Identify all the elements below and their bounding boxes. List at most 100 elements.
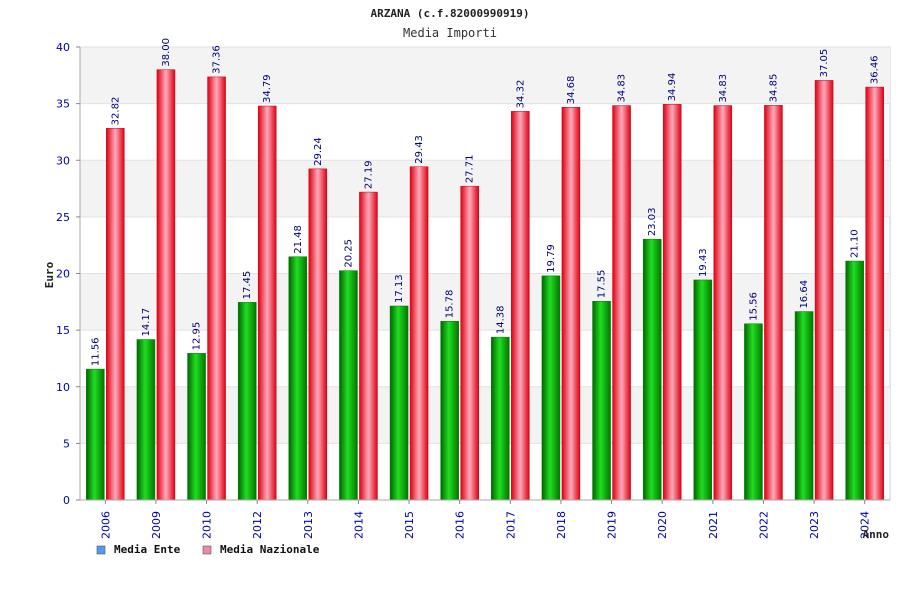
y-tick-label: 10 xyxy=(56,381,70,394)
x-tick-label: 2016 xyxy=(454,511,467,539)
data-label: 34.68 xyxy=(566,76,577,105)
x-tick-label: 2018 xyxy=(555,511,568,539)
bar-media-nazionale-2022 xyxy=(764,105,783,501)
value-labels: 11.56 32.82 14.17 38.00 12.95 37.36 17.45 34.79… xyxy=(90,38,880,366)
chart-title: ARZANA (c.f.82000990919) xyxy=(371,7,530,20)
bar-media-ente-2012 xyxy=(237,302,257,501)
bar-media-ente-2022 xyxy=(744,323,763,501)
bar-media-ente-2009 xyxy=(136,339,156,501)
bar-media-ente-2014 xyxy=(339,270,358,501)
data-label: 19.79 xyxy=(546,244,557,273)
data-label: 17.55 xyxy=(597,270,608,299)
data-label: 11.56 xyxy=(90,337,101,366)
bar-media-ente-2024 xyxy=(845,260,864,501)
x-tick-label: 2021 xyxy=(707,511,720,539)
data-label: 29.24 xyxy=(313,137,324,166)
data-label: 15.56 xyxy=(748,292,759,321)
bar-media-nazionale-2018 xyxy=(561,106,581,501)
bar-media-ente-2017 xyxy=(491,336,510,501)
bar-media-nazionale-2020 xyxy=(662,104,682,501)
data-label: 27.19 xyxy=(363,160,374,189)
data-label: 38.00 xyxy=(161,38,172,67)
bar-media-nazionale-2024 xyxy=(865,86,884,501)
bar-media-ente-2021 xyxy=(693,279,713,501)
bar-media-nazionale-2013 xyxy=(308,168,328,501)
bar-media-nazionale-2009 xyxy=(156,69,176,501)
bar-media-ente-2023 xyxy=(794,311,814,501)
bar-media-ente-2015 xyxy=(389,305,409,501)
data-label: 21.10 xyxy=(850,229,861,258)
data-label: 34.79 xyxy=(262,74,273,103)
data-label: 17.45 xyxy=(242,271,253,300)
data-label: 27.71 xyxy=(465,155,476,184)
x-tick-label: 2020 xyxy=(656,511,669,539)
y-tick-label: 5 xyxy=(63,437,70,450)
bar-media-nazionale-2014 xyxy=(359,191,378,501)
x-tick-label: 2006 xyxy=(99,511,112,539)
x-tick-label: 2019 xyxy=(606,511,619,539)
data-label: 20.25 xyxy=(343,239,354,268)
y-axis: 0 5 10 15 20 25 30 35 40 xyxy=(56,41,890,507)
y-tick-label: 25 xyxy=(56,211,70,224)
data-label: 29.43 xyxy=(414,135,425,164)
x-tick-label: 2009 xyxy=(150,511,163,539)
data-label: 15.78 xyxy=(445,290,456,319)
y-tick-label: 40 xyxy=(56,41,70,54)
x-axis: 2006 2009 2010 2012 2013 2014 2015 2016 2017 2018… xyxy=(99,500,872,539)
data-label: 37.05 xyxy=(819,49,830,78)
x-tick-label: 2022 xyxy=(757,511,770,539)
y-tick-label: 15 xyxy=(56,324,70,337)
x-tick-label: 2014 xyxy=(352,511,365,539)
chart-subtitle: Media Importi xyxy=(403,26,497,40)
x-tick-label: 2012 xyxy=(251,511,264,539)
y-tick-label: 0 xyxy=(63,494,70,507)
data-label: 34.85 xyxy=(768,74,779,103)
data-label: 16.64 xyxy=(799,280,810,309)
data-label: 37.36 xyxy=(212,45,223,74)
x-tick-label: 2010 xyxy=(201,511,214,539)
bar-media-ente-2013 xyxy=(288,256,308,501)
data-label: 34.32 xyxy=(515,80,526,109)
bar-media-ente-2006 xyxy=(86,368,105,501)
legend: Media Ente Media Nazionale xyxy=(96,543,320,556)
legend-label: Media Nazionale xyxy=(220,543,320,556)
data-label: 19.43 xyxy=(698,248,709,277)
bar-media-nazionale-2017 xyxy=(511,111,530,501)
y-tick-label: 20 xyxy=(56,268,70,281)
data-label: 14.38 xyxy=(495,306,506,335)
x-tick-label: 2024 xyxy=(859,511,872,539)
bar-media-nazionale-2023 xyxy=(814,80,834,501)
data-label: 17.13 xyxy=(394,274,405,303)
bar-media-nazionale-2006 xyxy=(106,128,125,501)
bar-media-nazionale-2016 xyxy=(460,185,479,501)
y-tick-label: 35 xyxy=(56,98,70,111)
bar-media-ente-2020 xyxy=(642,238,662,501)
legend-label: Media Ente xyxy=(114,543,181,556)
data-label: 36.46 xyxy=(870,55,881,84)
data-label: 34.83 xyxy=(617,74,628,103)
data-label: 12.95 xyxy=(192,322,203,351)
bar-media-ente-2016 xyxy=(440,321,459,501)
bars xyxy=(86,69,884,501)
legend-swatch-media-nazionale xyxy=(202,545,212,555)
bar-media-nazionale-2012 xyxy=(257,105,277,501)
x-tick-label: 2023 xyxy=(808,511,821,539)
x-tick-label: 2017 xyxy=(504,511,517,539)
bar-media-nazionale-2010 xyxy=(207,76,226,501)
bar-media-nazionale-2019 xyxy=(612,105,631,501)
x-tick-label: 2013 xyxy=(302,511,315,539)
data-label: 14.17 xyxy=(141,308,152,337)
data-label: 32.82 xyxy=(110,97,121,126)
y-axis-label: Euro xyxy=(43,261,56,288)
x-tick-label: 2015 xyxy=(403,511,416,539)
data-label: 34.83 xyxy=(718,74,729,103)
x-axis-label: Anno xyxy=(863,528,890,541)
legend-swatch-media-ente xyxy=(96,545,106,555)
bar-media-nazionale-2015 xyxy=(409,166,429,501)
bar-media-nazionale-2021 xyxy=(713,105,733,501)
data-label: 23.03 xyxy=(647,208,658,237)
data-label: 34.94 xyxy=(667,73,678,102)
bar-media-ente-2019 xyxy=(592,300,611,501)
